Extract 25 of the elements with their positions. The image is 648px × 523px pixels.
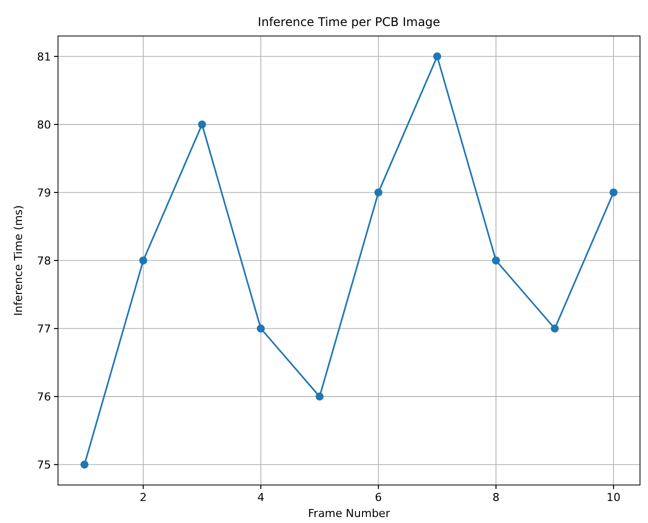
point	[80, 460, 88, 469]
point	[610, 188, 618, 196]
y-tick-label: 76	[37, 390, 51, 404]
x-tick-label: 2	[140, 491, 147, 504]
point	[492, 256, 500, 264]
y-tick-label: 81	[37, 50, 51, 64]
point	[198, 120, 206, 128]
y-tick-label: 79	[37, 186, 51, 200]
x-tick-label: 10	[606, 491, 621, 504]
x-tick-label: 6	[374, 491, 382, 504]
point	[139, 256, 148, 264]
point	[550, 324, 559, 333]
point	[433, 52, 442, 60]
point	[256, 324, 265, 333]
y-tick-label: 77	[37, 322, 51, 336]
chart-title: Inference Time per PCB Image	[258, 15, 440, 29]
x-tick-label: 8	[492, 491, 500, 504]
x-axis-title: Frame Number	[308, 507, 390, 520]
y-tick-label: 75	[37, 458, 51, 472]
point	[374, 188, 382, 196]
y-tick-label: 80	[37, 118, 51, 132]
y-axis-title: Inference Time (ms)	[12, 205, 25, 316]
point	[316, 392, 324, 401]
x-tick-label: 4	[257, 491, 264, 504]
y-tick-label: 78	[37, 254, 51, 268]
